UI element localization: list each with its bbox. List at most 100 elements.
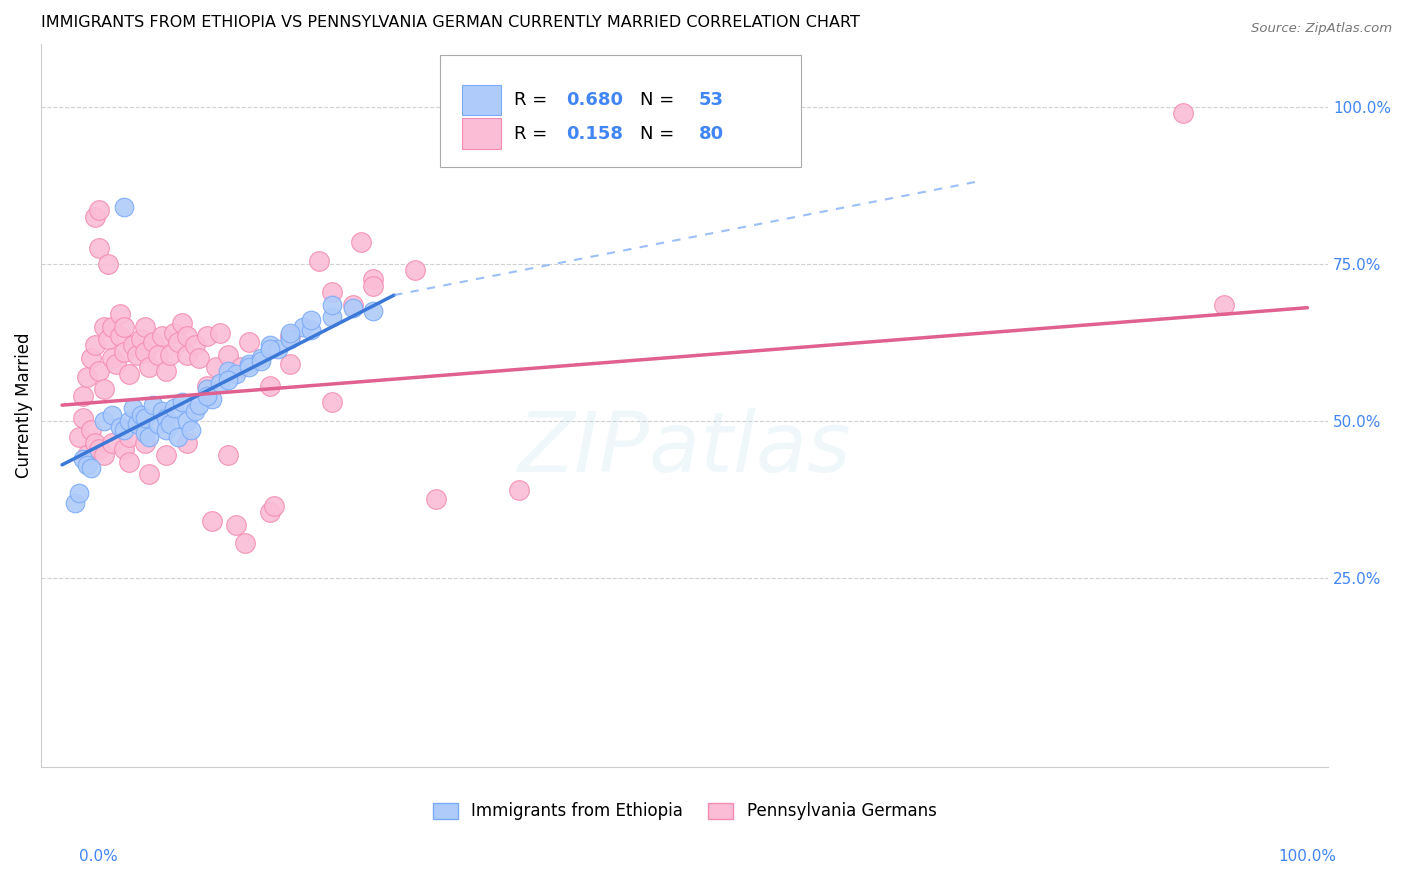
Point xyxy=(167,335,190,350)
Point xyxy=(67,486,90,500)
Point xyxy=(299,323,322,337)
Point xyxy=(63,495,86,509)
Point xyxy=(108,307,131,321)
Point xyxy=(112,200,135,214)
Point xyxy=(155,423,177,437)
Point xyxy=(117,414,139,428)
Point xyxy=(134,435,156,450)
Point xyxy=(121,401,143,416)
Point xyxy=(163,401,186,416)
Point xyxy=(76,449,98,463)
Point xyxy=(195,383,218,397)
Point xyxy=(121,338,143,352)
Point xyxy=(217,348,239,362)
Point xyxy=(138,360,160,375)
Point xyxy=(176,435,198,450)
Point xyxy=(112,442,135,456)
Point xyxy=(167,429,190,443)
Point xyxy=(125,348,148,362)
Text: ZIPatlas: ZIPatlas xyxy=(517,408,852,489)
Point xyxy=(267,342,290,356)
Text: 80: 80 xyxy=(699,125,724,143)
Text: 53: 53 xyxy=(699,91,724,109)
Point xyxy=(93,383,115,397)
Text: Source: ZipAtlas.com: Source: ZipAtlas.com xyxy=(1251,22,1392,36)
Point xyxy=(217,363,239,377)
Point xyxy=(172,395,194,409)
Point xyxy=(217,449,239,463)
Point xyxy=(134,410,156,425)
Point xyxy=(238,357,260,371)
Point xyxy=(200,392,222,406)
Point xyxy=(259,379,281,393)
Point xyxy=(89,442,111,456)
Point xyxy=(1213,297,1236,311)
Point xyxy=(155,363,177,377)
Point xyxy=(350,235,373,249)
Point xyxy=(217,373,239,387)
Point xyxy=(208,376,231,390)
Point xyxy=(89,203,111,218)
Point xyxy=(72,389,94,403)
Point xyxy=(280,326,302,340)
Text: 0.158: 0.158 xyxy=(567,125,623,143)
Point xyxy=(76,458,98,472)
Point xyxy=(134,426,156,441)
Point xyxy=(159,417,181,431)
Point xyxy=(321,297,343,311)
Point xyxy=(1171,105,1194,120)
Point xyxy=(176,329,198,343)
Point xyxy=(84,338,107,352)
Point xyxy=(112,344,135,359)
Point xyxy=(188,351,211,365)
Y-axis label: Currently Married: Currently Married xyxy=(15,333,32,478)
Point xyxy=(150,404,173,418)
Text: IMMIGRANTS FROM ETHIOPIA VS PENNSYLVANIA GERMAN CURRENTLY MARRIED CORRELATION CH: IMMIGRANTS FROM ETHIOPIA VS PENNSYLVANIA… xyxy=(41,15,860,30)
Point xyxy=(259,342,281,356)
Point xyxy=(72,451,94,466)
Point xyxy=(101,351,124,365)
Point xyxy=(321,285,343,299)
Point xyxy=(299,313,322,327)
Point xyxy=(101,435,124,450)
Point xyxy=(250,351,273,365)
Point xyxy=(97,257,120,271)
Point xyxy=(89,241,111,255)
Point xyxy=(80,423,103,437)
Point xyxy=(142,335,165,350)
Point xyxy=(112,423,135,437)
Point xyxy=(184,404,207,418)
Point xyxy=(184,338,207,352)
Point xyxy=(342,297,364,311)
Text: N =: N = xyxy=(640,125,679,143)
FancyBboxPatch shape xyxy=(463,85,501,115)
Point xyxy=(195,389,218,403)
Point xyxy=(93,319,115,334)
Point xyxy=(172,317,194,331)
Point xyxy=(142,398,165,412)
Text: R =: R = xyxy=(513,91,553,109)
Point xyxy=(117,455,139,469)
Point xyxy=(80,351,103,365)
Point xyxy=(208,326,231,340)
Point xyxy=(80,461,103,475)
Point xyxy=(425,492,447,507)
Point xyxy=(72,410,94,425)
Point xyxy=(195,329,218,343)
Point xyxy=(93,449,115,463)
Point xyxy=(138,467,160,482)
Point xyxy=(180,423,202,437)
Point xyxy=(76,369,98,384)
Text: N =: N = xyxy=(640,91,679,109)
Point xyxy=(508,483,530,497)
Point xyxy=(280,329,302,343)
Point xyxy=(146,348,169,362)
Point xyxy=(404,263,426,277)
Point xyxy=(108,329,131,343)
Point xyxy=(259,338,281,352)
Point xyxy=(163,326,186,340)
Point xyxy=(108,420,131,434)
Point xyxy=(280,332,302,346)
Point xyxy=(259,505,281,519)
Point xyxy=(112,319,135,334)
